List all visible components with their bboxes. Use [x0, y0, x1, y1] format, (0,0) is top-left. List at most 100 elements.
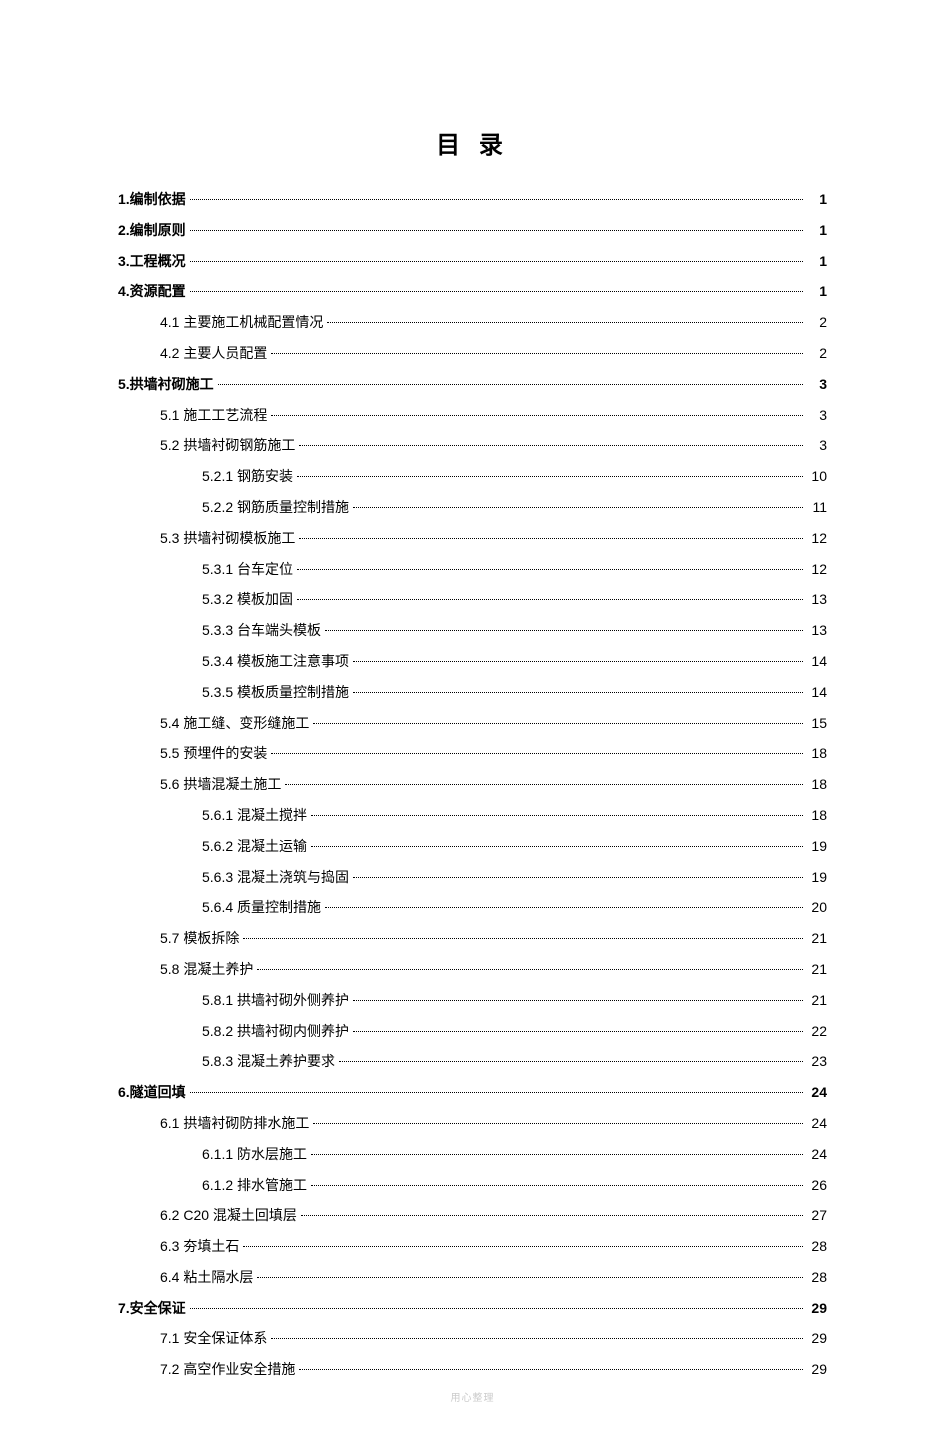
toc-entry[interactable]: 6.1 拱墙衬砌防排水施工 24: [118, 1112, 827, 1136]
toc-entry-label: 5.6.3 混凝土浇筑与捣固: [202, 866, 349, 890]
toc-dot-leader: [285, 784, 803, 785]
toc-entry[interactable]: 5.6.2 混凝土运输 19: [118, 835, 827, 859]
toc-entry-page: 19: [807, 835, 827, 859]
toc-entry[interactable]: 5.7 模板拆除21: [118, 927, 827, 951]
toc-entry[interactable]: 5.5 预埋件的安装 18: [118, 742, 827, 766]
toc-entry-label: 6.隧道回填: [118, 1081, 186, 1105]
toc-entry[interactable]: 5.8.3 混凝土养护要求 23: [118, 1050, 827, 1074]
toc-entry-label: 5.8.3 混凝土养护要求: [202, 1050, 335, 1074]
toc-entry-label: 5.5 预埋件的安装: [160, 742, 267, 766]
toc-entry[interactable]: 5.8.2 拱墙衬砌内侧养护 22: [118, 1020, 827, 1044]
toc-entry[interactable]: 5.3 拱墙衬砌模板施工 12: [118, 527, 827, 551]
toc-dot-leader: [353, 1031, 803, 1032]
toc-entry-label: 5.8.1 拱墙衬砌外侧养护: [202, 989, 349, 1013]
toc-entry-label: 5.6 拱墙混凝土施工: [160, 773, 281, 797]
toc-dot-leader: [353, 692, 803, 693]
toc-entry[interactable]: 6.1.1 防水层施工 24: [118, 1143, 827, 1167]
toc-entry[interactable]: 6.隧道回填 24: [118, 1081, 827, 1105]
toc-entry-label: 3.工程概况: [118, 250, 186, 274]
toc-dot-leader: [313, 1123, 803, 1124]
toc-entry[interactable]: 5.3.3 台车端头模板 13: [118, 619, 827, 643]
toc-entry[interactable]: 6.4 粘土隔水层 28: [118, 1266, 827, 1290]
toc-entry-page: 24: [807, 1112, 827, 1136]
toc-dot-leader: [257, 969, 803, 970]
toc-entry-label: 5.2.2 钢筋质量控制措施: [202, 496, 349, 520]
toc-dot-leader: [243, 1246, 803, 1247]
toc-entry[interactable]: 5.6.4 质量控制措施 20: [118, 896, 827, 920]
toc-entry-label: 5.3.2 模板加固: [202, 588, 293, 612]
toc-dot-leader: [271, 415, 803, 416]
toc-dot-leader: [353, 1000, 803, 1001]
toc-dot-leader: [271, 353, 803, 354]
toc-entry[interactable]: 7.2 高空作业安全措施 29: [118, 1358, 827, 1382]
toc-entry[interactable]: 2.编制原则1: [118, 219, 827, 243]
page-footer: 用心整理: [451, 1389, 495, 1404]
toc-entry-label: 5.8 混凝土养护: [160, 958, 253, 982]
toc-entry[interactable]: 6.1.2 排水管施工 26: [118, 1174, 827, 1198]
toc-entry-page: 29: [807, 1297, 827, 1321]
toc-entry[interactable]: 5.4 施工缝、变形缝施工15: [118, 712, 827, 736]
toc-entry[interactable]: 5.2.1 钢筋安装10: [118, 465, 827, 489]
toc-entry-label: 1.编制依据: [118, 188, 186, 212]
document-page: 目 录 1.编制依据12.编制原则13.工程概况14.资源配置14.1 主要施工…: [0, 0, 945, 1449]
toc-entry[interactable]: 5.3.2 模板加固13: [118, 588, 827, 612]
toc-entry-page: 18: [807, 742, 827, 766]
toc-entry-label: 5.6.2 混凝土运输: [202, 835, 307, 859]
toc-entry-page: 28: [807, 1235, 827, 1259]
toc-dot-leader: [297, 599, 803, 600]
toc-entry[interactable]: 5.拱墙衬砌施工3: [118, 373, 827, 397]
toc-entry-page: 27: [807, 1204, 827, 1228]
toc-dot-leader: [353, 877, 803, 878]
toc-entry[interactable]: 1.编制依据1: [118, 188, 827, 212]
toc-entry[interactable]: 6.3 夯填土石 28: [118, 1235, 827, 1259]
toc-dot-leader: [299, 538, 803, 539]
toc-entry-page: 2: [807, 311, 827, 335]
toc-entry-label: 5.7 模板拆除: [160, 927, 239, 951]
toc-entry-page: 3: [807, 434, 827, 458]
toc-entry[interactable]: 6.2 C20 混凝土回填层 27: [118, 1204, 827, 1228]
toc-entry[interactable]: 5.1 施工工艺流程 3: [118, 404, 827, 428]
toc-entry-page: 24: [807, 1081, 827, 1105]
toc-entry[interactable]: 4.2 主要人员配置2: [118, 342, 827, 366]
toc-entry[interactable]: 5.8 混凝土养护 21: [118, 958, 827, 982]
toc-entry-page: 20: [807, 896, 827, 920]
toc-entry-page: 21: [807, 958, 827, 982]
toc-entry-page: 11: [807, 496, 827, 520]
toc-entry-page: 14: [807, 681, 827, 705]
toc-entry[interactable]: 7.1 安全保证体系 29: [118, 1327, 827, 1351]
toc-entry[interactable]: 5.3.1 台车定位 12: [118, 558, 827, 582]
toc-entry-label: 5.3.5 模板质量控制措施: [202, 681, 349, 705]
toc-entry-label: 5.1 施工工艺流程: [160, 404, 267, 428]
toc-entry-label: 5.2.1 钢筋安装: [202, 465, 293, 489]
toc-entry-label: 5.6.4 质量控制措施: [202, 896, 321, 920]
toc-entry-label: 7.1 安全保证体系: [160, 1327, 267, 1351]
toc-entry-page: 29: [807, 1327, 827, 1351]
toc-entry-page: 1: [807, 219, 827, 243]
toc-entry[interactable]: 5.6 拱墙混凝土施工 18: [118, 773, 827, 797]
toc-entry-label: 5.3.1 台车定位: [202, 558, 293, 582]
toc-entry-label: 4.资源配置: [118, 280, 186, 304]
toc-entry[interactable]: 3.工程概况1: [118, 250, 827, 274]
toc-entry[interactable]: 4.1 主要施工机械配置情况 2: [118, 311, 827, 335]
toc-entry-page: 23: [807, 1050, 827, 1074]
toc-entry-page: 14: [807, 650, 827, 674]
toc-entry[interactable]: 5.6.1 混凝土搅拌 18: [118, 804, 827, 828]
toc-entry[interactable]: 5.2 拱墙衬砌钢筋施工 3: [118, 434, 827, 458]
toc-entry-page: 19: [807, 866, 827, 890]
toc-entry[interactable]: 5.2.2 钢筋质量控制措施 11: [118, 496, 827, 520]
toc-dot-leader: [190, 261, 803, 262]
toc-dot-leader: [190, 230, 803, 231]
toc-entry[interactable]: 7.安全保证29: [118, 1297, 827, 1321]
toc-entry[interactable]: 5.6.3 混凝土浇筑与捣固 19: [118, 866, 827, 890]
toc-entry-page: 1: [807, 280, 827, 304]
toc-entry[interactable]: 5.3.5 模板质量控制措施 14: [118, 681, 827, 705]
toc-entry[interactable]: 5.3.4 模板施工注意事项 14: [118, 650, 827, 674]
toc-dot-leader: [190, 1308, 803, 1309]
toc-entry-page: 3: [807, 404, 827, 428]
toc-dot-leader: [271, 1338, 803, 1339]
toc-entry-label: 6.1 拱墙衬砌防排水施工: [160, 1112, 309, 1136]
toc-entry[interactable]: 5.8.1 拱墙衬砌外侧养护 21: [118, 989, 827, 1013]
toc-dot-leader: [297, 476, 803, 477]
toc-dot-leader: [299, 1369, 803, 1370]
toc-entry[interactable]: 4.资源配置 1: [118, 280, 827, 304]
